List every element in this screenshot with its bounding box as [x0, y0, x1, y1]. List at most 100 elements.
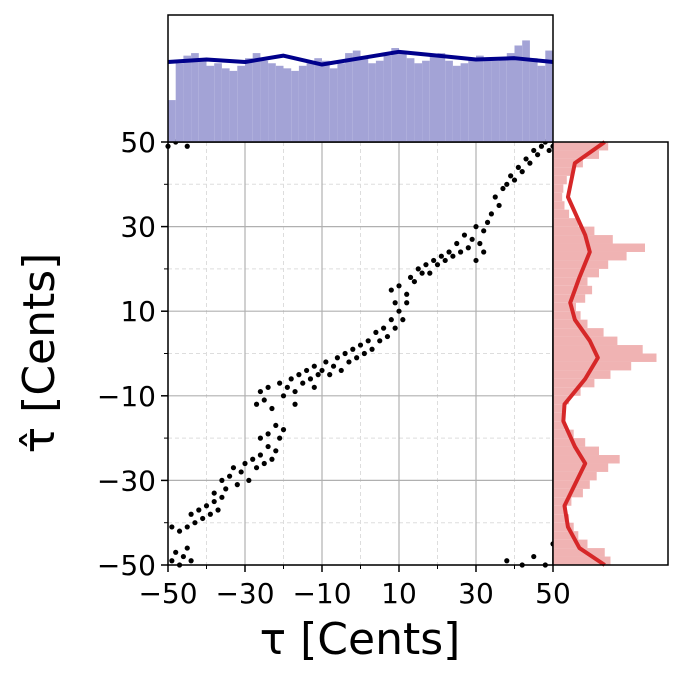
scatter-point	[377, 338, 383, 344]
scatter-point	[296, 372, 302, 378]
scatter-point	[473, 257, 479, 264]
x-tick-label: 50	[535, 577, 571, 610]
scatter-point	[280, 427, 287, 433]
histogram-bar	[214, 63, 222, 143]
scatter-point	[257, 388, 263, 395]
scatter-point	[484, 219, 491, 225]
scatter-point	[219, 494, 225, 500]
scatter-point	[481, 249, 487, 255]
scatter-point	[265, 384, 271, 390]
scatter-point	[381, 325, 387, 331]
histogram-bar	[553, 514, 570, 523]
y-tick-label: 10	[120, 295, 156, 328]
scatter-point	[277, 435, 283, 441]
histogram-bar	[553, 497, 572, 506]
histogram-bar	[553, 184, 564, 193]
scatter-point	[342, 350, 348, 357]
histogram-bar	[491, 60, 500, 142]
histogram-bar	[553, 268, 599, 278]
scatter-point	[196, 507, 202, 513]
scatter-point	[234, 482, 240, 488]
scatter-point	[253, 401, 260, 407]
histogram-bar	[553, 260, 609, 269]
histogram-bar	[553, 336, 618, 346]
scatter-point	[304, 367, 310, 374]
histogram-bar	[360, 58, 369, 142]
scatter-point	[504, 558, 510, 564]
scatter-point	[465, 245, 471, 251]
histogram-bar	[245, 58, 253, 142]
histogram-bar	[322, 60, 330, 142]
histogram-bar	[314, 58, 322, 142]
histogram-bar	[252, 53, 261, 142]
scatter-point	[461, 232, 468, 238]
histogram-bar	[345, 53, 353, 142]
scatter-point	[500, 185, 506, 192]
histogram-bar	[337, 63, 346, 143]
histogram-bar	[553, 522, 574, 532]
scatter-point	[242, 460, 248, 467]
x-tick-label: −30	[215, 577, 274, 610]
histogram-bar	[275, 65, 284, 142]
scatter-point	[246, 477, 252, 483]
scatter-point	[200, 515, 206, 522]
scatter-point	[477, 240, 483, 247]
histogram-bar	[375, 60, 384, 142]
histogram-bar	[553, 378, 595, 388]
scatter-point	[319, 367, 325, 374]
scatter-point	[315, 372, 321, 378]
scatter-point	[227, 473, 233, 479]
histogram-bar	[553, 192, 563, 202]
scatter-point	[257, 452, 263, 458]
histogram-bar	[553, 175, 567, 185]
histogram-bar	[506, 53, 515, 142]
histogram-bar	[553, 412, 563, 422]
histogram-bar	[191, 53, 199, 142]
histogram-bar	[206, 65, 215, 142]
scatter-point	[434, 262, 441, 268]
scatter-point	[354, 355, 360, 361]
scatter-point	[508, 173, 514, 179]
histogram-bar	[553, 404, 564, 413]
histogram-bar	[553, 142, 609, 151]
histogram-bar	[553, 471, 597, 481]
scatter-point	[184, 545, 190, 551]
scatter-point	[238, 469, 244, 475]
scatter-point	[515, 164, 521, 170]
histogram-bar	[553, 455, 620, 464]
scatter-point	[292, 388, 298, 395]
scatter-point	[350, 346, 356, 352]
histogram-bar	[422, 60, 430, 142]
scatter-point	[230, 465, 237, 471]
histogram-bar	[298, 65, 307, 142]
scatter-point	[330, 363, 337, 369]
scatter-point	[284, 384, 290, 390]
scatter-point	[327, 372, 333, 378]
histogram-bar	[306, 63, 315, 143]
scatter-point	[404, 300, 410, 306]
scatter-point	[388, 317, 394, 323]
histogram-bar	[445, 60, 453, 142]
scatter-point	[454, 240, 460, 247]
histogram-bar	[283, 68, 292, 142]
histogram-bar	[260, 60, 269, 142]
scatter-point	[250, 456, 256, 462]
histogram-bar	[553, 480, 590, 489]
x-tick-label: −10	[292, 577, 351, 610]
histogram-bar	[553, 158, 583, 168]
histogram-bar	[553, 302, 576, 312]
scatter-point	[211, 490, 217, 496]
histogram-bar	[414, 63, 423, 143]
scatter-point	[292, 401, 298, 407]
histogram-bar	[329, 68, 338, 142]
scatter-point	[273, 448, 279, 454]
scatter-point	[396, 283, 402, 289]
kde-line	[561, 140, 606, 567]
histogram-bar	[553, 548, 605, 557]
histogram-bar	[553, 294, 586, 303]
scatter-point	[481, 228, 487, 234]
histogram-frame	[167, 14, 554, 143]
scatter-point	[307, 376, 314, 382]
histogram-bar	[383, 55, 392, 142]
scatter-point	[450, 253, 456, 259]
